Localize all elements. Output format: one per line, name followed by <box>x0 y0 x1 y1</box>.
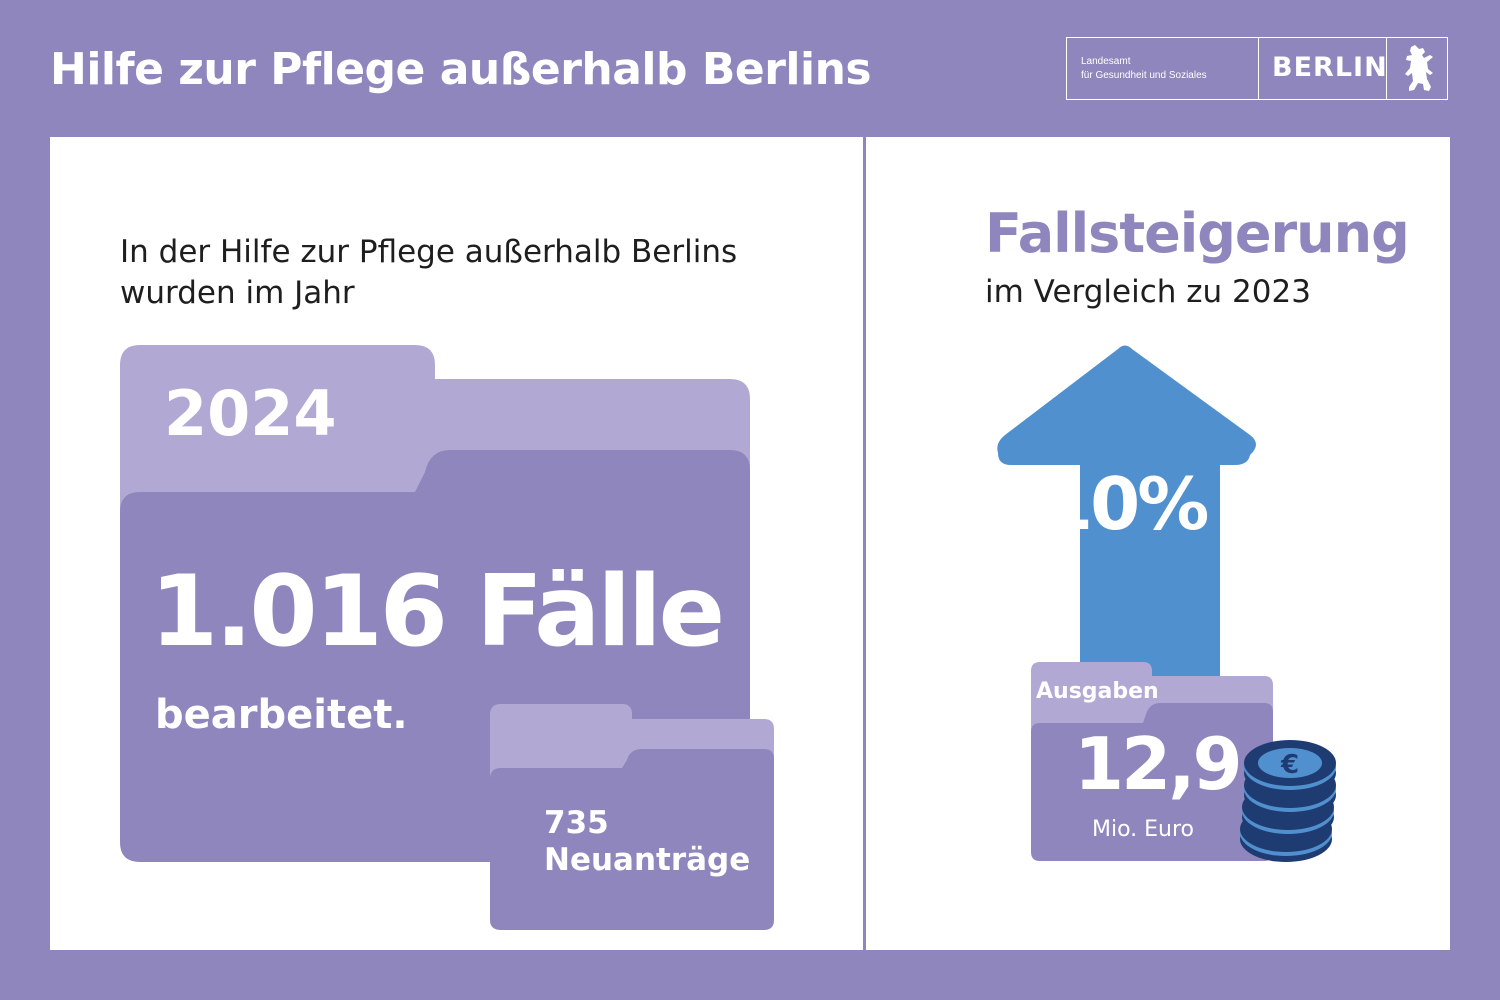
logo-divider <box>1258 38 1259 99</box>
increase-percent: 10% <box>1043 462 1209 546</box>
agency-name: Landesamt für Gesundheit und Soziales <box>1081 55 1207 83</box>
expenses-label: Ausgaben <box>1036 679 1159 704</box>
agency-name-line1: Landesamt <box>1081 56 1131 67</box>
new-applications-folder-front <box>490 749 774 930</box>
new-applications-count: 735 <box>544 805 609 841</box>
panel-divider <box>863 137 866 950</box>
agency-name-line2: für Gesundheit und Soziales <box>1081 70 1207 81</box>
new-applications: 735 Neuanträge <box>544 805 750 879</box>
new-applications-label: Neuanträge <box>544 842 751 878</box>
cases-caption: bearbeitet. <box>155 692 408 738</box>
arrow-up-icon <box>997 345 1256 697</box>
intro-line1: In der Hilfe zur Pflege außerhalb Berlin… <box>120 234 738 270</box>
berlin-bear-icon <box>1405 45 1433 91</box>
increase-subline: im Vergleich zu 2023 <box>985 274 1311 310</box>
year-value: 2024 <box>164 377 337 450</box>
page-title: Hilfe zur Pflege außerhalb Berlins <box>50 44 872 95</box>
logo-divider <box>1386 38 1387 99</box>
svg-text:€: € <box>1280 750 1299 780</box>
content-panel: In der Hilfe zur Pflege außerhalb Berlin… <box>50 137 1450 950</box>
lageso-berlin-logo: Landesamt für Gesundheit und Soziales BE… <box>1066 37 1448 100</box>
cases-value: 1.016 Fälle <box>150 555 725 669</box>
intro-text: In der Hilfe zur Pflege außerhalb Berlin… <box>120 232 780 314</box>
folder-illustration <box>120 345 774 930</box>
expenses-folder-front <box>1031 703 1273 861</box>
increase-headline: Fallsteigerung <box>985 202 1410 265</box>
euro-coin-stack-icon: € <box>1240 740 1336 862</box>
expenses-value: 12,9 <box>1074 722 1243 806</box>
intro-line2: wurden im Jahr <box>120 275 355 311</box>
expenses-unit: Mio. Euro <box>1092 817 1195 842</box>
increase-illustration: € <box>997 345 1336 862</box>
logo-city: BERLIN <box>1272 52 1388 83</box>
